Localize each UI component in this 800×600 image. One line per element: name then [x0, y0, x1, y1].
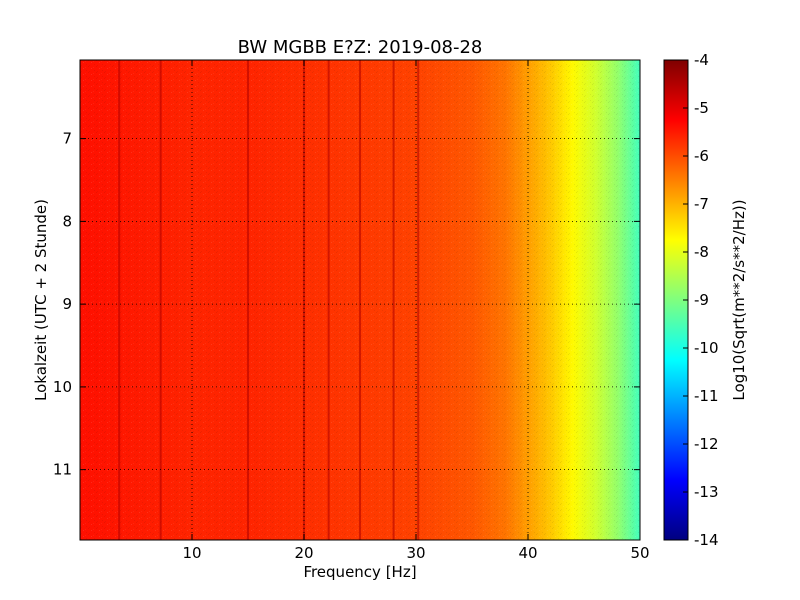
chart-title: BW MGBB E?Z: 2019-08-28 — [238, 37, 483, 58]
plot-area: 10 20 30 40 50 7 8 9 10 11 — [53, 59, 650, 562]
x-axis-ticks: 10 20 30 40 50 — [182, 60, 650, 562]
colorbar-tick-label: -6 — [694, 147, 709, 165]
colorbar-tick-label: -14 — [694, 531, 719, 549]
colorbar-tick-label: -5 — [694, 99, 709, 117]
colorbar-tick-label: -13 — [694, 483, 719, 501]
colorbar-ticks: -4 -5 -6 -7 -8 -9 -10 -11 -12 -13 -14 — [683, 51, 719, 549]
x-tick-label: 50 — [630, 544, 649, 562]
y-tick-label: 10 — [53, 378, 72, 396]
y-tick-label: 11 — [53, 461, 72, 479]
colorbar-tick-label: -4 — [694, 51, 709, 69]
x-axis-label: Frequency [Hz] — [303, 563, 416, 581]
colorbar: -4 -5 -6 -7 -8 -9 -10 -11 -12 -13 -14 Log10(Sqrt(m… — [663, 51, 748, 549]
colorbar-tick-label: -11 — [694, 387, 719, 405]
x-tick-label: 30 — [406, 544, 425, 562]
y-tick-label: 7 — [62, 130, 72, 148]
colorbar-tick-label: -9 — [694, 291, 709, 309]
y-tick-label: 8 — [62, 212, 72, 230]
colorbar-label: Log10(Sqrt(m**2/s**2/Hz)) — [730, 199, 748, 400]
x-tick-label: 20 — [294, 544, 313, 562]
x-tick-label: 40 — [518, 544, 537, 562]
colorbar-tick-label: -10 — [694, 339, 719, 357]
colorbar-tick-label: -8 — [694, 243, 709, 261]
y-tick-label: 9 — [62, 295, 72, 313]
colorbar-tick-label: -12 — [694, 435, 719, 453]
y-axis-label: Lokalzeit (UTC + 2 Stunde) — [32, 199, 50, 401]
colorbar-tick-label: -7 — [694, 195, 709, 213]
x-tick-label: 10 — [182, 544, 201, 562]
y-axis-ticks: 7 8 9 10 11 — [53, 130, 640, 479]
plot-frame — [79, 59, 641, 541]
grid — [80, 60, 640, 540]
